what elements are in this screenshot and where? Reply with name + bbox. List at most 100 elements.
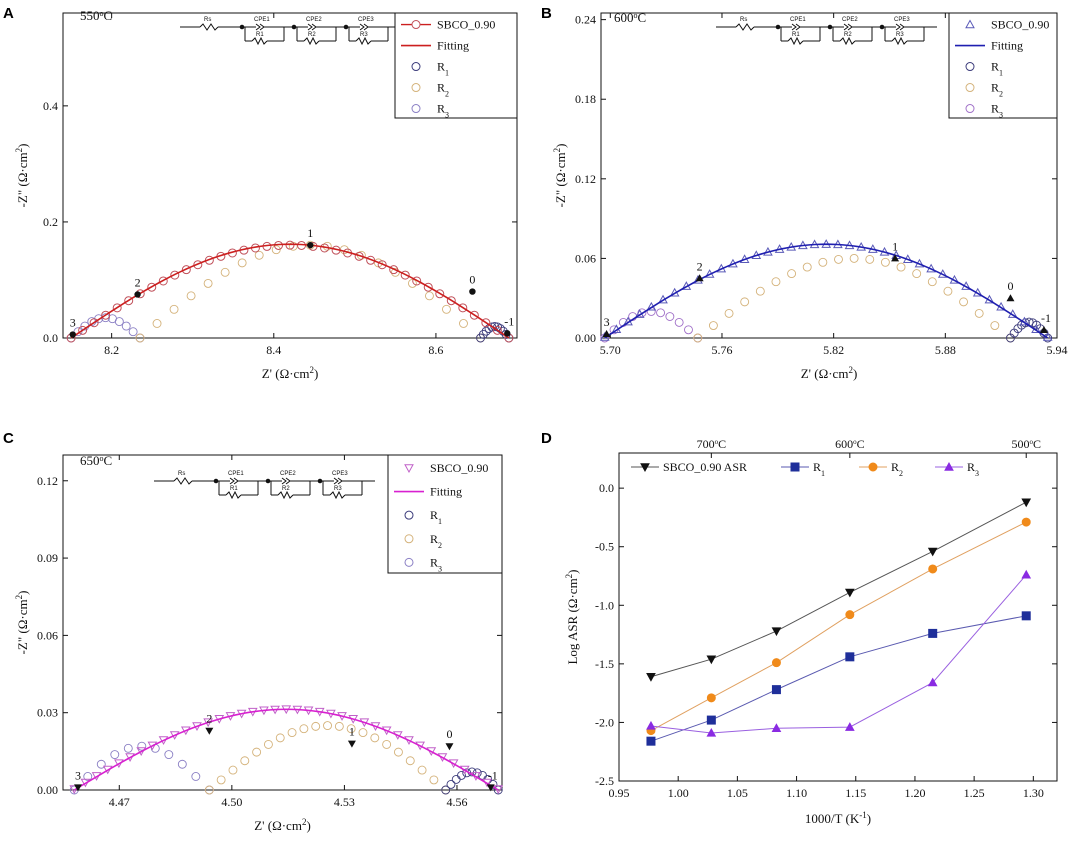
measured-data-point [412, 276, 422, 286]
measured-data-point [181, 265, 191, 275]
r3-subarc-point [674, 317, 684, 327]
series-data-point [845, 610, 855, 620]
measured-data-point [492, 325, 502, 335]
r2-subarc-point [228, 765, 238, 775]
plot-frame [62, 454, 503, 791]
r3-subarc-point [191, 772, 201, 781]
x-tick-label: 8.2 [104, 343, 119, 357]
panel-b-nyquist-plot: 5.70 5.76 5.82 5.88 5.94 0.00 0.06 0.12 0.18 0.24… [552, 10, 1068, 381]
measured-data-point [285, 240, 295, 250]
r2-subarc-point [169, 304, 179, 314]
circuit-cpe-symbol [843, 23, 849, 31]
legend-entry-label: Fitting [430, 485, 462, 499]
r1-subarc-point [446, 779, 456, 789]
legend-box [387, 454, 503, 574]
series-data-point [845, 652, 855, 662]
circuit-resistor [251, 36, 268, 46]
series-line [650, 615, 1027, 742]
frequency-decade-label: -1 [504, 314, 514, 328]
r2-subarc-point [424, 291, 434, 301]
r2-subarc-point [220, 267, 230, 277]
panel-d-arrhenius-plot: 0.95 1.00 1.05 1.10 1.15 1.20 1.25 1.30 -2.5 -2.0… [564, 437, 1058, 826]
legend-swatch-marker [411, 62, 421, 72]
x-tick-label: 5.94 [1047, 343, 1068, 357]
measured-data-point [112, 303, 122, 313]
r3-subarc-point [123, 743, 133, 753]
measured-data-point [458, 303, 468, 313]
x-tick-label: 1.10 [786, 786, 807, 800]
temperature-label: 550oC [80, 8, 112, 23]
series-data-point [771, 723, 782, 732]
y-tick-label: -2.0 [595, 715, 614, 729]
y-axis-title: Log ASR (Ω·cm2) [564, 569, 580, 664]
r2-subarc-point [417, 765, 427, 775]
x-tick-label: 1.30 [1023, 786, 1044, 800]
circuit-resistor [303, 36, 320, 46]
legend-swatch-marker [411, 20, 421, 30]
legend-swatch-marker [404, 464, 414, 474]
r1-subarc-point [451, 774, 461, 784]
y-axis-title: -Z" (Ω·cm2) [14, 591, 30, 655]
frequency-decade-label: 2 [135, 275, 141, 289]
circuit-label-cpe: CPE3 [358, 17, 374, 23]
circuit-label-r: R3 [360, 32, 368, 38]
measured-data-point [158, 276, 168, 286]
circuit-label-r: R3 [896, 32, 904, 38]
r2-subarc-point [370, 733, 380, 743]
legend: SBCO_0.90 Fitting R1 R2 R3 [948, 12, 1058, 119]
series-data-point [1021, 611, 1031, 621]
r2-subarc-point [240, 756, 250, 766]
x-tick-label: 1.20 [904, 786, 925, 800]
r2-subarc-point [927, 277, 937, 287]
r2-subarc-point [405, 756, 415, 766]
frequency-decade-label: 0 [446, 727, 452, 741]
r2-subarc-point [834, 254, 843, 264]
circuit-cpe-symbol [359, 23, 365, 31]
x-tick-label: 5.70 [600, 343, 621, 357]
frequency-marker [695, 274, 704, 282]
frequency-decade-label: -1 [488, 768, 498, 782]
r2-subarc-point [152, 319, 162, 328]
x-tick-label: 8.6 [428, 343, 443, 357]
measured-data-point [147, 282, 157, 292]
measured-data-point [481, 318, 491, 328]
x-tick-label: 0.95 [609, 786, 630, 800]
legend-swatch-marker [640, 463, 650, 473]
r3-subarc-point [656, 308, 666, 318]
legend-entry-label: R1 [437, 60, 449, 78]
legend-swatch-marker [404, 557, 414, 567]
r2-subarc-point [393, 747, 403, 757]
y-tick-label: 0.12 [37, 474, 58, 488]
frequency-decade-label: 2 [206, 712, 212, 726]
y-axis-title: -Z" (Ω·cm2) [552, 144, 568, 208]
y-tick-label: -1.5 [595, 657, 614, 671]
panel-label-a: A [3, 5, 14, 22]
y-tick-label: 0.0 [599, 481, 614, 495]
y-tick-label: 0.00 [575, 331, 596, 345]
series-data-point [706, 727, 717, 737]
frequency-decade-label: 1 [349, 725, 355, 739]
series-data-point [646, 673, 656, 682]
frequency-marker [205, 727, 214, 735]
series-data-point [706, 715, 716, 725]
circuit-label-rs: Rs [178, 471, 185, 477]
measured-data-point [469, 310, 479, 320]
legend-swatch-marker [944, 461, 954, 471]
r2-subarc-point [818, 257, 828, 267]
y-tick-label: -2.5 [595, 774, 614, 788]
frequency-decade-label: 3 [70, 316, 76, 330]
legend-swatch-marker [790, 462, 800, 472]
y-tick-label: 0.00 [37, 783, 58, 797]
x-axis-title: Z' (Ω·cm2) [801, 365, 858, 381]
circuit-label-cpe: CPE1 [228, 471, 244, 477]
legend: SBCO_0.90 Fitting R1 R2 R3 [394, 12, 518, 119]
x-tick-label: 4.56 [446, 795, 467, 809]
r2-subarc-point [334, 721, 344, 731]
equivalent-circuit-diagram: Rs CPE1 R1 CPE2 R2 CPE3 R3 [716, 17, 937, 46]
circuit-label-cpe: CPE1 [254, 17, 270, 23]
r2-subarc-point [203, 278, 213, 288]
r2-subarc-point [880, 257, 890, 267]
circuit-cpe-symbol [895, 23, 901, 31]
legend-entry-label: Fitting [437, 39, 469, 53]
